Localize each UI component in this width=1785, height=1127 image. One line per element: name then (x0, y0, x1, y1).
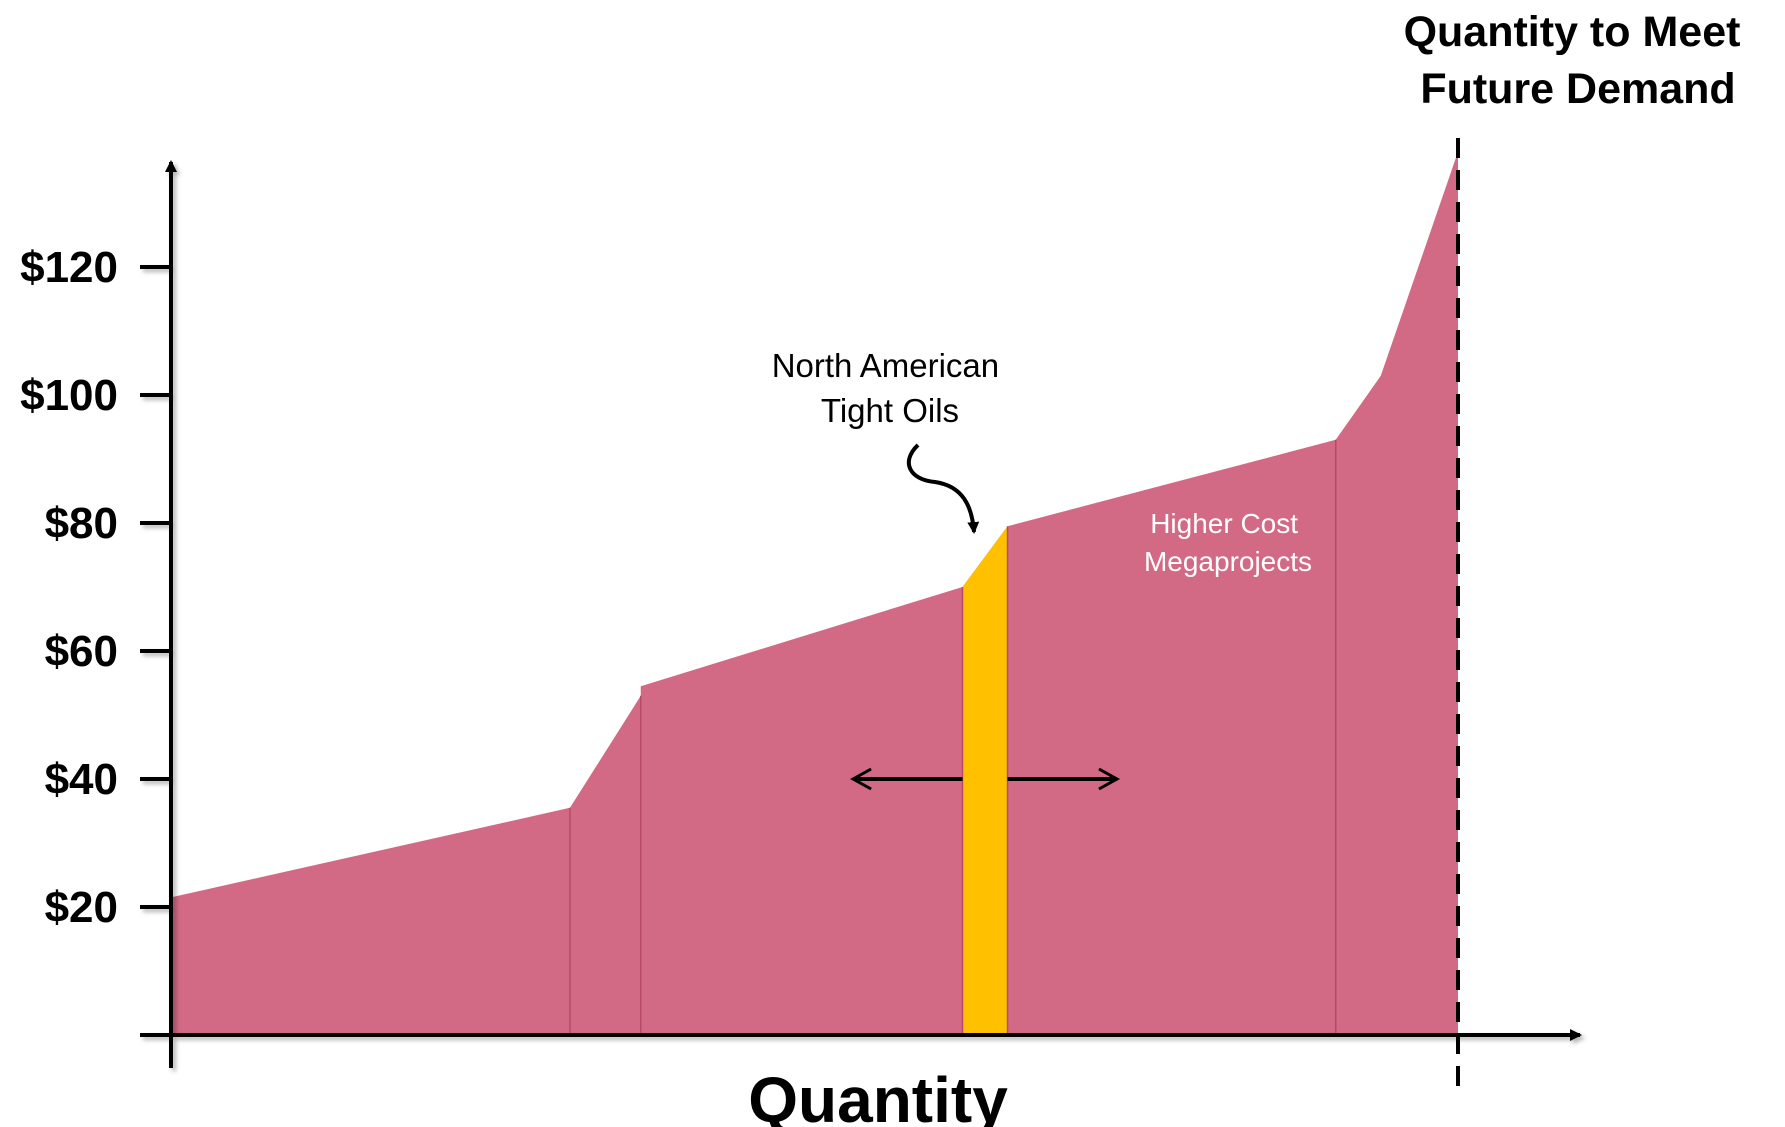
y-tick-label: $80 (45, 499, 118, 548)
axes (140, 160, 1582, 1068)
megaprojects-line-1: Higher Cost (1150, 508, 1298, 539)
tight-oil-pointer-arrow (906, 443, 980, 534)
tight-oil-segment (962, 526, 1008, 1035)
y-tick-label: $60 (45, 627, 118, 676)
y-tick-label: $20 (45, 883, 118, 932)
y-tick-label: $120 (20, 243, 118, 292)
tight-oil-line-2: Tight Oils (821, 392, 959, 429)
supply-area (171, 151, 1458, 1036)
y-tick-label: $100 (20, 371, 118, 420)
megaprojects-annotation: Higher Cost Megaprojects (1144, 508, 1312, 577)
x-axis-label: Quantity (748, 1064, 1008, 1127)
y-tick-marks (140, 265, 171, 909)
demand-label-line-2: Future Demand (1420, 65, 1735, 113)
demand-label-line-1: Quantity to Meet (1404, 8, 1741, 56)
area-layer (171, 151, 1458, 1036)
y-tick-labels: $20 $40 $60 $80 $100 $120 (20, 243, 118, 932)
megaprojects-line-2: Megaprojects (1144, 546, 1312, 577)
tight-oil-line-1: North American (772, 347, 999, 384)
y-tick-label: $40 (45, 755, 118, 804)
demand-label: Quantity to Meet Future Demand (1404, 8, 1753, 113)
tight-oil-annotation: North American Tight Oils (772, 347, 1009, 429)
